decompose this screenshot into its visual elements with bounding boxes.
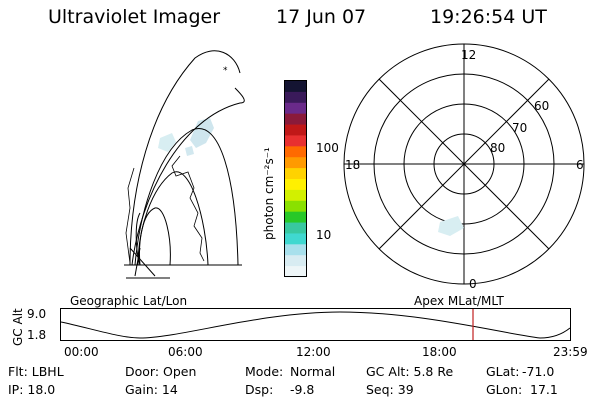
polar-plot: 12 18 6 0 60 70 80 (343, 43, 585, 291)
colorbar-segment (285, 135, 306, 147)
colorbar-segment (285, 179, 306, 191)
mlt-label-6: 6 (576, 158, 584, 172)
dsp-value: -9.8 (290, 382, 315, 397)
gc-alt-info: GC Alt: 5.8 Re (366, 364, 454, 379)
time-tick-1800: 18:00 (422, 345, 457, 359)
geographic-map: * (124, 50, 245, 279)
colorbar-tick-100: 100 (316, 141, 339, 155)
left-map-label: Geographic Lat/Lon (70, 294, 188, 308)
instrument-title: Ultraviolet Imager (48, 6, 221, 28)
colorbar-segment (285, 146, 306, 158)
color-bar (284, 80, 307, 278)
mlt-label-0: 0 (469, 277, 477, 291)
glon-label: GLon: (486, 382, 523, 397)
colorbar-segment (285, 266, 306, 278)
sequence-info: Seq: 39 (366, 382, 414, 397)
right-map-label: Apex MLat/MLT (414, 294, 504, 308)
mlat-label-80: 80 (490, 141, 505, 155)
ip-info: IP: 18.0 (8, 382, 56, 397)
colorbar-segment (285, 222, 306, 234)
observation-date: 17 Jun 07 (276, 6, 367, 28)
altitude-max-label: 9.0 (27, 307, 47, 321)
colorbar-segment (285, 91, 306, 104)
altitude-min-label: 1.8 (27, 328, 47, 342)
aurora-patch (158, 133, 176, 152)
aurora-patch (185, 146, 194, 156)
door-info: Door: Open (125, 364, 197, 379)
dsp-label: Dsp: (245, 382, 274, 397)
colorbar-segment (285, 102, 306, 115)
observation-time: 19:26:54 UT (430, 6, 547, 28)
mlt-label-18: 18 (345, 158, 360, 172)
mlat-label-70: 70 (512, 121, 527, 135)
colorbar-unit-label: photon cm⁻²s⁻¹ (262, 147, 276, 240)
colorbar-tick-10: 10 (316, 228, 332, 242)
colorbar-segment (285, 124, 306, 136)
colorbar-segment (285, 113, 306, 126)
time-tick-2359: 23:59 (553, 345, 588, 359)
filter-info: Flt: LBHL (8, 364, 64, 379)
time-tick-1200: 12:00 (296, 345, 331, 359)
altitude-axis-label: GC Alt (11, 308, 25, 346)
colorbar-segment (285, 81, 306, 93)
aurora-patch (438, 216, 464, 236)
glat-value: -71.0 (522, 364, 555, 379)
mode-label: Mode: (245, 364, 284, 379)
time-tick-0000: 00:00 (64, 345, 99, 359)
colorbar-segment (285, 255, 306, 267)
glat-label: GLat: (486, 364, 520, 379)
colorbar-segment (285, 233, 306, 245)
mlat-label-60: 60 (534, 99, 549, 113)
colorbar-segment (285, 211, 306, 224)
colorbar-segment (285, 200, 306, 213)
mlt-label-12: 12 (461, 48, 476, 62)
mode-value: Normal (290, 364, 336, 379)
colorbar-segment (285, 189, 306, 202)
aurora-patch (190, 118, 214, 148)
glon-value: 17.1 (530, 382, 558, 397)
altitude-plot (60, 308, 571, 341)
colorbar-segment (285, 168, 306, 180)
time-tick-0600: 06:00 (168, 345, 203, 359)
svg-text:*: * (223, 66, 228, 76)
gain-info: Gain: 14 (125, 382, 178, 397)
colorbar-segment (285, 157, 306, 169)
colorbar-segment (285, 244, 306, 256)
